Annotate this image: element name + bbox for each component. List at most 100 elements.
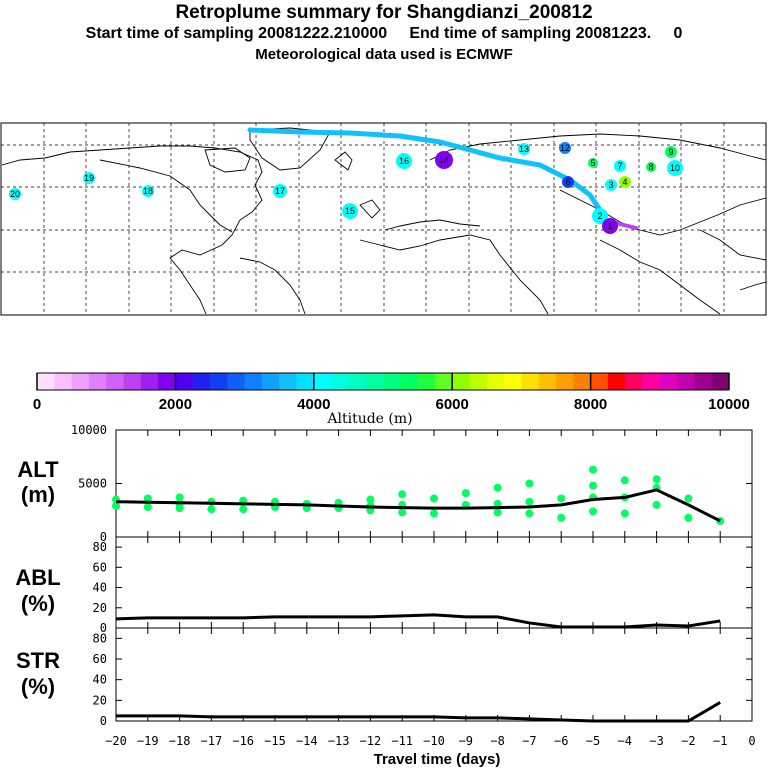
map-frame — [0, 122, 767, 316]
x-tick-label: −10 — [423, 734, 445, 748]
altitude-colorbar: 0 2000 4000 6000 8000 10000 — [33, 372, 750, 413]
panel-frame — [115, 429, 753, 538]
coastlines — [1, 127, 767, 315]
colorbar-swatch — [711, 373, 730, 390]
trajectory-marker — [562, 176, 574, 188]
colorbar-swatch — [54, 373, 73, 390]
colorbar-swatch — [694, 373, 713, 390]
colorbar-swatch — [279, 373, 297, 390]
trajectory-marker-label: 3 — [608, 180, 613, 190]
colorbar-tick-label: 4000 — [297, 396, 330, 413]
panel-frame — [115, 627, 753, 722]
time-series-panels: ALT(m)1000050000ABL(%)806040200STR(%)806… — [15, 423, 755, 748]
colorbar-swatch — [158, 373, 176, 390]
colorbar-swatch — [123, 373, 142, 390]
y-tick-label: 60 — [93, 652, 107, 666]
y-tick-label: 40 — [93, 673, 107, 687]
y-axis-label: STR — [16, 648, 60, 673]
x-tick-label: −18 — [169, 734, 191, 748]
y-tick-label: 80 — [93, 540, 107, 554]
trajectory-marker — [518, 143, 530, 155]
trajectory-marker-label: 9 — [668, 147, 673, 157]
data-point — [557, 494, 566, 503]
y-tick-label: 40 — [93, 581, 107, 595]
colorbar-swatch — [88, 373, 107, 390]
data-point — [557, 513, 566, 522]
colorbar-swatch — [677, 373, 695, 390]
y-axis-label: (%) — [21, 674, 55, 699]
colorbar-swatch — [175, 373, 194, 390]
colorbar-swatch — [296, 373, 315, 390]
data-point — [207, 505, 216, 514]
data-point — [525, 497, 534, 506]
y-tick-label: 0 — [100, 714, 107, 728]
trajectory-marker — [9, 188, 21, 200]
trajectory-marker — [667, 160, 683, 176]
trajectory-marker — [592, 208, 608, 224]
x-tick-label: −1 — [713, 734, 727, 748]
trajectory-marker-label: 7 — [617, 161, 622, 171]
trajectory-marker-label: 2 — [597, 211, 602, 221]
data-point — [398, 508, 407, 517]
trajectory-marker — [342, 203, 358, 219]
colorbar-swatch — [417, 373, 436, 390]
colorbar-swatch — [365, 373, 384, 390]
trajectory-marker-label: 4 — [622, 177, 627, 187]
data-point — [398, 490, 407, 499]
x-tick-label: −9 — [459, 734, 473, 748]
trajectory-marker-label: 18 — [143, 186, 153, 196]
trajectory-marker-label: 20 — [10, 189, 20, 199]
y-tick-label: 60 — [93, 560, 107, 574]
y-axis-label: ALT — [17, 457, 59, 482]
colorbar-swatch — [348, 373, 367, 390]
trajectory-marker — [435, 151, 453, 169]
data-point — [461, 489, 470, 498]
x-tick-label: −6 — [554, 734, 568, 748]
trajectory-marker-label: 14 — [439, 155, 449, 165]
colorbar-tick-label: 8000 — [574, 396, 607, 413]
trajectory-path — [247, 127, 608, 223]
y-tick-label: 0 — [100, 530, 107, 544]
data-point — [620, 509, 629, 518]
series-line — [115, 613, 721, 629]
x-tick-label: 0 — [748, 734, 755, 748]
data-point — [589, 481, 597, 490]
x-tick-label: −3 — [649, 734, 663, 748]
colorbar-swatch — [261, 373, 280, 390]
colorbar-swatch — [625, 373, 643, 390]
series-line — [116, 701, 721, 723]
trajectory-marker — [614, 160, 626, 172]
colorbar-swatch — [556, 373, 574, 390]
x-tick-label: −11 — [391, 734, 413, 748]
trajectory-marker — [559, 142, 571, 154]
data-point — [684, 494, 693, 503]
x-tick-label: −20 — [105, 734, 127, 748]
data-point — [112, 501, 120, 510]
colorbar-swatch — [659, 373, 678, 390]
x-tick-label: −12 — [360, 734, 382, 748]
page-title: Retroplume summary for Shangdianzi_20081… — [175, 2, 593, 23]
data-point — [430, 494, 438, 503]
trajectory-marker — [665, 146, 677, 158]
colorbar-tick-label: 2000 — [159, 396, 192, 413]
colorbar-swatch — [331, 373, 349, 390]
data-point — [620, 476, 629, 485]
colorbar-swatch — [106, 373, 124, 390]
data-point — [525, 479, 534, 488]
x-tick-label: −17 — [201, 734, 223, 748]
trajectory-marker-label: 19 — [84, 173, 94, 183]
trajectory-marker-label: 6 — [565, 177, 570, 187]
met-data-text: Meteorological data used is ECMWF — [255, 46, 513, 63]
trajectory-marker-label: 17 — [275, 186, 285, 196]
y-tick-label: 0 — [100, 621, 107, 635]
colorbar-swatch — [504, 373, 522, 390]
data-point — [175, 493, 184, 502]
data-point — [493, 483, 502, 492]
trajectory-marker-label: 10 — [670, 163, 680, 173]
x-tick-label: −5 — [586, 734, 600, 748]
colorbar-swatch — [434, 373, 453, 390]
data-point — [684, 513, 693, 522]
panel-alt: ALT(m) 10000 5000 0 — [17, 423, 753, 544]
